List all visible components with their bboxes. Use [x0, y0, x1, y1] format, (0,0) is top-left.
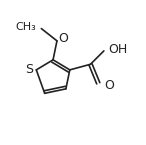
Text: OH: OH [108, 43, 128, 56]
Text: O: O [59, 32, 68, 45]
Text: CH₃: CH₃ [15, 22, 36, 32]
Text: O: O [104, 79, 114, 92]
Text: S: S [25, 63, 33, 76]
